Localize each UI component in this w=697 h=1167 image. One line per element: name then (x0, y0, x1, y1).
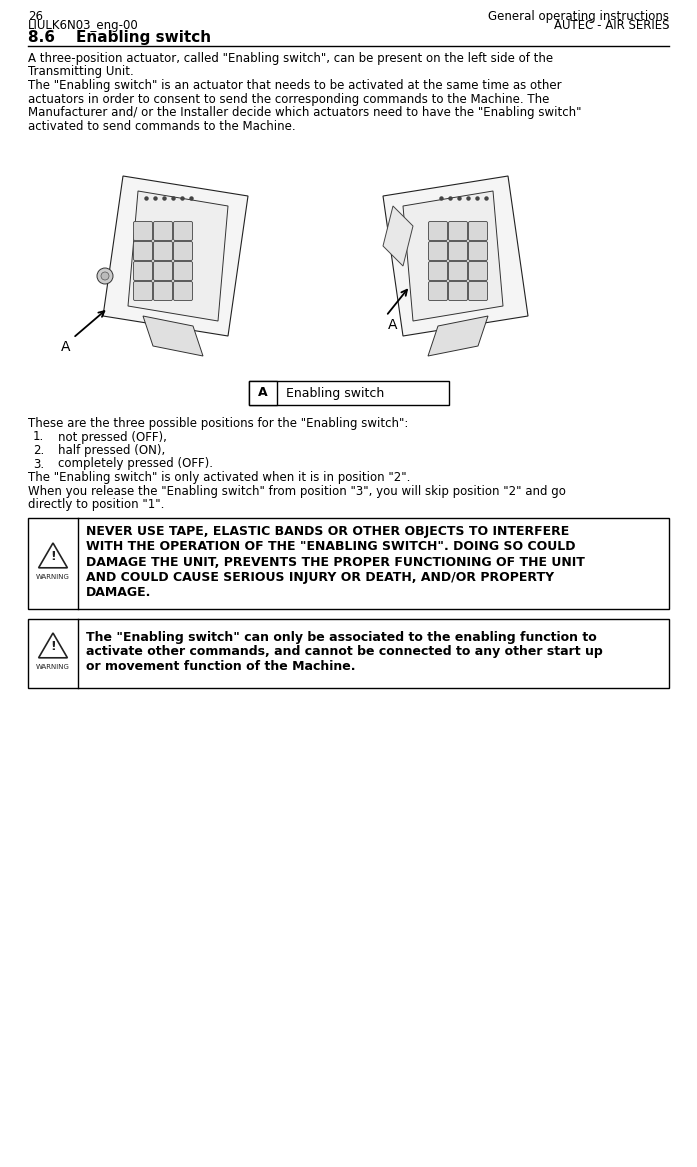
FancyBboxPatch shape (134, 281, 153, 300)
FancyBboxPatch shape (153, 281, 172, 300)
Text: 1.: 1. (33, 431, 44, 443)
Text: 8.6    Enabling switch: 8.6 Enabling switch (28, 30, 211, 46)
Text: AUTEC - AIR SERIES: AUTEC - AIR SERIES (553, 19, 669, 32)
Text: 2.: 2. (33, 443, 44, 457)
FancyBboxPatch shape (429, 242, 447, 260)
Text: completely pressed (OFF).: completely pressed (OFF). (58, 457, 213, 470)
Text: actuators in order to consent to send the corresponding commands to the Machine.: actuators in order to consent to send th… (28, 92, 549, 105)
Polygon shape (38, 633, 68, 658)
Text: not pressed (OFF),: not pressed (OFF), (58, 431, 167, 443)
Text: activated to send commands to the Machine.: activated to send commands to the Machin… (28, 119, 296, 133)
Text: When you release the "Enabling switch" from position "3", you will skip position: When you release the "Enabling switch" f… (28, 484, 566, 497)
FancyBboxPatch shape (134, 242, 153, 260)
FancyBboxPatch shape (429, 261, 447, 280)
Text: activate other commands, and cannot be connected to any other start up: activate other commands, and cannot be c… (86, 645, 603, 658)
FancyBboxPatch shape (153, 222, 172, 240)
Text: WARNING: WARNING (36, 664, 70, 670)
Text: WITH THE OPERATION OF THE "ENABLING SWITCH". DOING SO COULD: WITH THE OPERATION OF THE "ENABLING SWIT… (86, 540, 576, 553)
Polygon shape (128, 191, 228, 321)
Bar (249, 380, 448, 405)
FancyBboxPatch shape (448, 261, 468, 280)
Text: NEVER USE TAPE, ELASTIC BANDS OR OTHER OBJECTS TO INTERFERE: NEVER USE TAPE, ELASTIC BANDS OR OTHER O… (86, 525, 569, 538)
Text: The "Enabling switch" can only be associated to the enabling function to: The "Enabling switch" can only be associ… (86, 630, 597, 643)
Polygon shape (403, 191, 503, 321)
Text: A: A (388, 317, 397, 331)
Polygon shape (383, 176, 528, 336)
FancyBboxPatch shape (429, 222, 447, 240)
Text: DAMAGE THE UNIT, PREVENTS THE PROPER FUNCTIONING OF THE UNIT: DAMAGE THE UNIT, PREVENTS THE PROPER FUN… (86, 555, 585, 568)
FancyBboxPatch shape (134, 261, 153, 280)
FancyBboxPatch shape (429, 281, 447, 300)
FancyBboxPatch shape (174, 281, 192, 300)
Text: WARNING: WARNING (36, 574, 70, 580)
FancyBboxPatch shape (174, 242, 192, 260)
Polygon shape (143, 316, 203, 356)
Text: A: A (61, 340, 70, 354)
FancyBboxPatch shape (174, 222, 192, 240)
Text: These are the three possible positions for the "Enabling switch":: These are the three possible positions f… (28, 417, 408, 429)
Text: or movement function of the Machine.: or movement function of the Machine. (86, 661, 355, 673)
Polygon shape (383, 207, 413, 266)
Text: !: ! (50, 641, 56, 654)
FancyBboxPatch shape (448, 242, 468, 260)
Bar (249, 380, 277, 405)
Text: A: A (258, 386, 268, 399)
Text: 26: 26 (28, 11, 43, 23)
FancyBboxPatch shape (468, 242, 487, 260)
Circle shape (101, 272, 109, 280)
Text: LIULK6N03_eng-00: LIULK6N03_eng-00 (28, 19, 139, 32)
Text: Transmitting Unit.: Transmitting Unit. (28, 65, 134, 78)
Text: The "Enabling switch" is only activated when it is in position "2".: The "Enabling switch" is only activated … (28, 471, 411, 484)
Text: The "Enabling switch" is an actuator that needs to be activated at the same time: The "Enabling switch" is an actuator tha… (28, 79, 562, 92)
FancyBboxPatch shape (174, 261, 192, 280)
FancyBboxPatch shape (468, 222, 487, 240)
Text: Enabling switch: Enabling switch (286, 386, 385, 399)
Text: directly to position "1".: directly to position "1". (28, 498, 164, 511)
Text: General operating instructions: General operating instructions (488, 11, 669, 23)
Polygon shape (428, 316, 488, 356)
FancyBboxPatch shape (134, 222, 153, 240)
Bar (28, 619, 669, 687)
FancyBboxPatch shape (448, 222, 468, 240)
FancyBboxPatch shape (448, 281, 468, 300)
FancyBboxPatch shape (153, 242, 172, 260)
Text: half pressed (ON),: half pressed (ON), (58, 443, 165, 457)
Text: DAMAGE.: DAMAGE. (86, 586, 151, 599)
Text: A three-position actuator, called "Enabling switch", can be present on the left : A three-position actuator, called "Enabl… (28, 53, 553, 65)
Text: !: ! (50, 551, 56, 564)
Text: Manufacturer and/ or the Installer decide which actuators need to have the "Enab: Manufacturer and/ or the Installer decid… (28, 106, 581, 119)
Bar (28, 517, 669, 608)
FancyBboxPatch shape (468, 281, 487, 300)
FancyBboxPatch shape (153, 261, 172, 280)
Text: AND COULD CAUSE SERIOUS INJURY OR DEATH, AND/OR PROPERTY: AND COULD CAUSE SERIOUS INJURY OR DEATH,… (86, 571, 554, 584)
Polygon shape (103, 176, 248, 336)
Text: 3.: 3. (33, 457, 44, 470)
Circle shape (97, 268, 113, 284)
Polygon shape (38, 543, 68, 568)
FancyBboxPatch shape (468, 261, 487, 280)
